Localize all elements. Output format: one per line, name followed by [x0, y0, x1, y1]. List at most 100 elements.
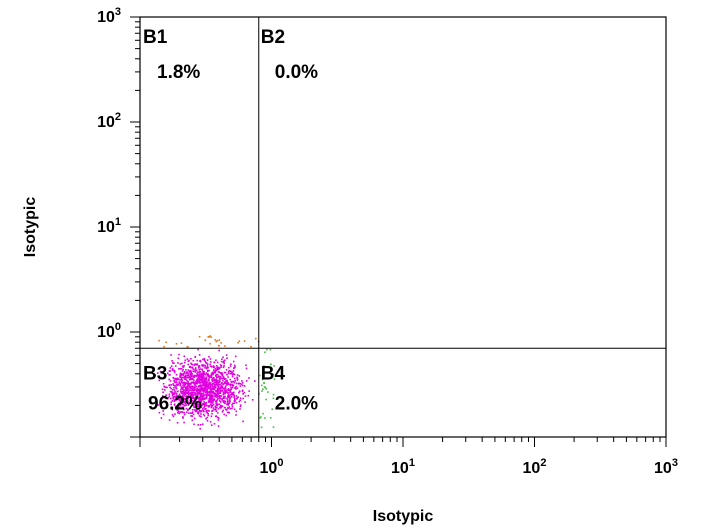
event-dot-b3: [234, 400, 236, 402]
event-dot-b3: [224, 406, 226, 409]
event-dot-b3: [172, 393, 175, 396]
event-dot-b3: [186, 376, 188, 379]
event-dot-b3: [216, 396, 218, 399]
event-dot-b3: [198, 381, 201, 383]
event-dot-b3: [195, 385, 197, 388]
event-dot-b3: [199, 397, 202, 399]
event-dot-b3: [179, 403, 181, 406]
event-dot-b3: [180, 399, 183, 401]
event-dot-b4: [273, 365, 275, 367]
event-dot-b3: [171, 369, 174, 371]
event-dot-b3: [190, 362, 192, 365]
event-dot-b3: [201, 397, 204, 399]
event-dot-b3: [195, 409, 197, 411]
event-dot-b3: [180, 392, 183, 394]
event-dot-b3: [216, 361, 219, 364]
event-dot-b3: [233, 366, 235, 369]
event-dot-b3: [231, 372, 234, 374]
event-dot-b3: [199, 378, 201, 381]
event-dot-b3: [179, 363, 182, 365]
event-dot-b3: [232, 392, 234, 394]
event-dot-b3: [203, 394, 206, 396]
event-dot-b3: [219, 392, 222, 395]
event-dot-b3: [221, 390, 224, 392]
event-dot-b3: [180, 411, 183, 413]
event-dot-b3: [193, 375, 195, 378]
event-dot-b3: [203, 405, 206, 408]
event-dot-b3: [197, 424, 199, 426]
quadrant-b2-name: B2: [261, 27, 285, 48]
event-dot-b4: [272, 373, 274, 375]
event-dot-b1: [204, 339, 207, 341]
event-dot-b3: [226, 411, 229, 414]
event-dot-b3: [162, 410, 164, 412]
event-dot-b3: [185, 388, 188, 391]
event-dot-b3: [180, 381, 183, 383]
event-dot-b3: [216, 379, 219, 382]
event-dot-b3: [191, 387, 193, 389]
event-dot-b3: [224, 378, 227, 380]
event-dot-b3: [218, 367, 220, 370]
event-dot-b3: [207, 413, 209, 415]
event-dot-b3: [225, 385, 227, 387]
event-dot-b3: [198, 403, 201, 406]
event-dot-b3: [198, 388, 201, 390]
event-dot-b3: [202, 413, 205, 416]
event-dot-b3: [199, 424, 202, 426]
event-dot-b3: [230, 380, 233, 383]
event-dot-b3: [216, 368, 219, 370]
event-dot-b3: [209, 384, 211, 386]
event-dot-b3: [221, 382, 223, 385]
event-dot-b3: [239, 399, 241, 401]
event-dot-b3: [220, 364, 223, 367]
event-dot-b3: [222, 366, 225, 369]
event-dot-b3: [196, 372, 198, 375]
event-dot-b3: [234, 355, 237, 358]
event-dot-b3: [177, 377, 179, 380]
event-dot-b3: [240, 383, 243, 386]
event-dot-b4: [263, 382, 265, 384]
event-dot-b3: [209, 385, 211, 388]
event-dot-b3: [181, 396, 184, 399]
event-dot-b3: [245, 367, 248, 370]
event-dot-b3: [199, 359, 202, 362]
event-dot-b3: [203, 381, 206, 383]
event-dot-b3: [212, 407, 215, 409]
event-dot-b3: [187, 388, 189, 390]
event-dot-b3: [173, 387, 175, 389]
event-dot-b3: [196, 395, 199, 397]
event-dot-b3: [197, 379, 199, 382]
event-dot-b3: [191, 408, 194, 411]
event-dot-b3: [213, 395, 216, 397]
event-dot-b3: [207, 409, 210, 412]
event-dot-b3: [175, 393, 178, 395]
event-dot-b3: [226, 407, 229, 409]
event-dot-b3: [226, 397, 228, 400]
event-dot-b3: [189, 392, 191, 394]
event-dot-b1: [250, 345, 252, 348]
axis-ticks: [130, 16, 667, 447]
event-dot-b3: [229, 399, 231, 402]
event-dot-b3: [169, 390, 172, 393]
event-dot-b3: [171, 414, 174, 416]
event-dot-b3: [229, 407, 232, 410]
event-dot-b3: [158, 379, 161, 382]
event-dot-b3: [219, 397, 222, 400]
event-dot-b3: [209, 392, 212, 394]
event-dot-b3: [206, 394, 208, 397]
event-dot-b3: [233, 394, 235, 396]
event-dot-b3: [235, 414, 237, 416]
event-dot-b3: [177, 383, 179, 386]
event-dot-b3: [211, 397, 213, 399]
event-dot-b4: [261, 378, 264, 381]
event-dot-b3: [208, 394, 211, 397]
event-dot-b3: [248, 377, 250, 379]
event-dot-b3: [210, 395, 213, 398]
event-dot-b3: [202, 385, 204, 387]
event-dot-b3: [229, 365, 232, 367]
event-dot-b3: [235, 382, 238, 385]
event-dot-b3: [223, 360, 225, 362]
event-dot-b3: [172, 398, 175, 400]
event-dot-b3: [221, 372, 223, 374]
event-dot-b3: [186, 392, 189, 395]
